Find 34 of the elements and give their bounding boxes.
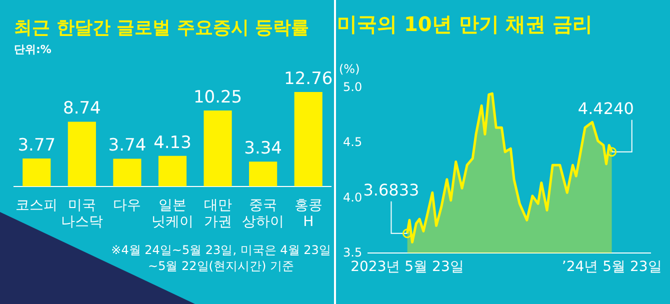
x-tick-label: 2023년 5월 23일	[350, 259, 464, 276]
x-tick-label: 일본 닛케이	[152, 197, 194, 230]
x-tick-label: 미국 나스닥	[60, 197, 103, 230]
bar	[113, 158, 142, 186]
bar	[22, 158, 51, 186]
bar	[158, 156, 187, 186]
annotation: 3.6833	[363, 180, 420, 200]
data-label: 8.74	[63, 98, 101, 119]
x-tick-label: 코스피	[16, 197, 58, 214]
y-tick-label: 4.0	[342, 190, 362, 204]
x-tick-label: ’24년 5월 23일	[562, 259, 662, 276]
bar	[204, 110, 232, 186]
data-label: 3.74	[108, 136, 146, 156]
x-tick-label: 다우	[113, 197, 142, 214]
chart-subtitle: 단위:%	[14, 43, 52, 56]
data-label: 10.25	[193, 87, 242, 108]
data-label: 12.76	[284, 68, 333, 89]
x-tick-label: 대만 가권	[204, 197, 232, 230]
y-tick-label: 5.0	[342, 80, 362, 94]
y-axis-title: (%)	[339, 62, 360, 76]
bar	[294, 92, 322, 186]
bar	[68, 122, 96, 186]
chart-title: 미국의 10년 만기 채권 금리	[337, 12, 593, 36]
annotation: 4.4240	[578, 99, 634, 118]
chart-title: 최근 한달간 글로벌 주요증시 등락률	[14, 17, 310, 38]
text: ※4월 24일~5월 23일, 미국은 4월 23일~5월 22일(현지시간) 기준	[111, 242, 331, 274]
data-label: 3.77	[18, 135, 56, 156]
y-tick-label: 3.5	[342, 245, 362, 260]
y-tick-label: 4.5	[342, 135, 362, 150]
data-label: 4.13	[154, 132, 192, 153]
data-label: 3.34	[244, 138, 282, 159]
x-tick-label: 홍콩 H	[294, 197, 322, 230]
bar	[249, 162, 278, 186]
x-tick-label: 중국 상하이	[242, 197, 284, 230]
